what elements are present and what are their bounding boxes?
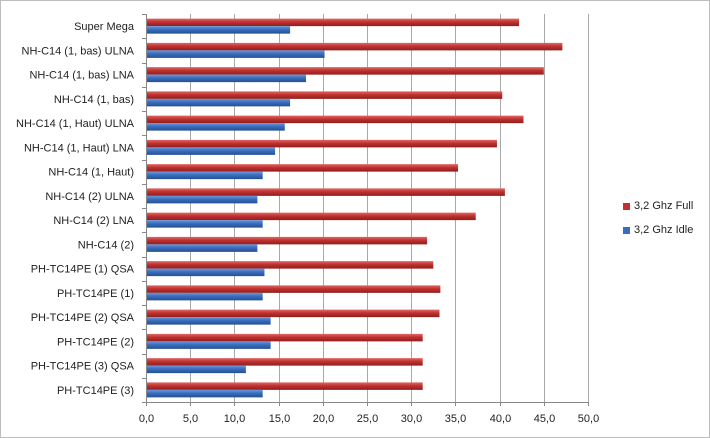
legend-item-idle: 3,2 Ghz Idle bbox=[623, 223, 693, 237]
bar-idle bbox=[147, 220, 263, 228]
bar-full bbox=[147, 309, 440, 318]
bar-idle bbox=[147, 147, 276, 155]
bar-full bbox=[147, 164, 459, 172]
x-tick-label: 0,0 bbox=[139, 413, 154, 425]
bar-idle bbox=[147, 268, 265, 277]
bar-idle bbox=[147, 171, 263, 180]
bar-idle bbox=[147, 26, 291, 34]
category-label: NH-C14 (1, Haut) ULNA bbox=[16, 118, 135, 130]
bar-full bbox=[147, 18, 520, 27]
bar-idle bbox=[147, 50, 325, 58]
bar-full bbox=[147, 42, 563, 51]
x-tick-label: 15,0 bbox=[269, 413, 290, 425]
bar-idle bbox=[147, 365, 246, 374]
x-tick-label: 40,0 bbox=[490, 413, 511, 425]
bar-idle bbox=[147, 195, 258, 204]
category-label: PH-TC14PE (1) QSA bbox=[31, 264, 135, 276]
category-label: NH-C14 (2) bbox=[78, 239, 134, 251]
category-label: PH-TC14PE (3) QSA bbox=[31, 361, 135, 373]
bar-idle bbox=[147, 341, 271, 349]
legend-swatch-idle bbox=[623, 226, 630, 234]
category-label: NH-C14 (1, Haut) bbox=[48, 167, 134, 179]
category-label: NH-C14 (1, bas) LNA bbox=[29, 70, 134, 82]
bar-idle bbox=[147, 292, 263, 301]
bar-idle bbox=[147, 244, 258, 252]
bar-full bbox=[147, 139, 497, 148]
category-labels: Super Mega NH-C14 (1, bas) ULNA NH-C14 (1,… bbox=[16, 21, 135, 397]
bar-idle bbox=[147, 98, 291, 107]
bar-full bbox=[147, 67, 544, 75]
bar-idle bbox=[147, 317, 271, 325]
bar-full bbox=[147, 236, 428, 245]
category-label: Super Mega bbox=[74, 21, 135, 33]
bar-idle bbox=[147, 74, 307, 83]
x-tick-label: 35,0 bbox=[445, 413, 466, 425]
bar-full bbox=[147, 188, 505, 196]
x-tick-label: 50,0 bbox=[578, 413, 599, 425]
category-label: PH-TC14PE (2) QSA bbox=[31, 312, 135, 324]
bar-full bbox=[147, 261, 434, 269]
bar-full bbox=[147, 212, 476, 221]
category-label: PH-TC14PE (2) bbox=[57, 336, 134, 348]
legend-swatch-full bbox=[623, 202, 630, 210]
category-label: NH-C14 (2) ULNA bbox=[45, 191, 134, 203]
x-tick-label: 10,0 bbox=[224, 413, 245, 425]
category-label: NH-C14 (1, bas) ULNA bbox=[22, 45, 135, 57]
bar-full bbox=[147, 285, 441, 293]
bar-full bbox=[147, 382, 423, 390]
x-tick-label: 30,0 bbox=[401, 413, 422, 425]
bar-full bbox=[147, 358, 423, 366]
bar-idle bbox=[147, 389, 263, 398]
category-label: PH-TC14PE (3) bbox=[57, 385, 134, 397]
bar-full bbox=[147, 91, 503, 99]
legend: 3,2 Ghz Full 3,2 Ghz Idle bbox=[623, 199, 693, 247]
category-label: NH-C14 (1, bas) bbox=[54, 94, 134, 106]
x-tick-label: 5,0 bbox=[183, 413, 198, 425]
bar-full bbox=[147, 333, 423, 342]
category-label: NH-C14 (2) LNA bbox=[53, 215, 134, 227]
x-tick-labels: 0,0 5,0 10,0 15,0 20,0 25,0 30,0 35,0 40,0 45,0 50… bbox=[139, 413, 599, 425]
bars bbox=[147, 18, 563, 398]
legend-item-full: 3,2 Ghz Full bbox=[623, 199, 693, 213]
legend-label-idle: 3,2 Ghz Idle bbox=[634, 224, 694, 236]
category-label: PH-TC14PE (1) bbox=[57, 288, 134, 300]
bar-full bbox=[147, 115, 524, 124]
legend-label-full: 3,2 Ghz Full bbox=[634, 200, 694, 212]
bar-idle bbox=[147, 123, 285, 131]
x-tick-label: 25,0 bbox=[357, 413, 378, 425]
category-label: NH-C14 (1, Haut) LNA bbox=[24, 142, 135, 154]
x-tick-label: 20,0 bbox=[313, 413, 334, 425]
x-tick-label: 45,0 bbox=[534, 413, 555, 425]
